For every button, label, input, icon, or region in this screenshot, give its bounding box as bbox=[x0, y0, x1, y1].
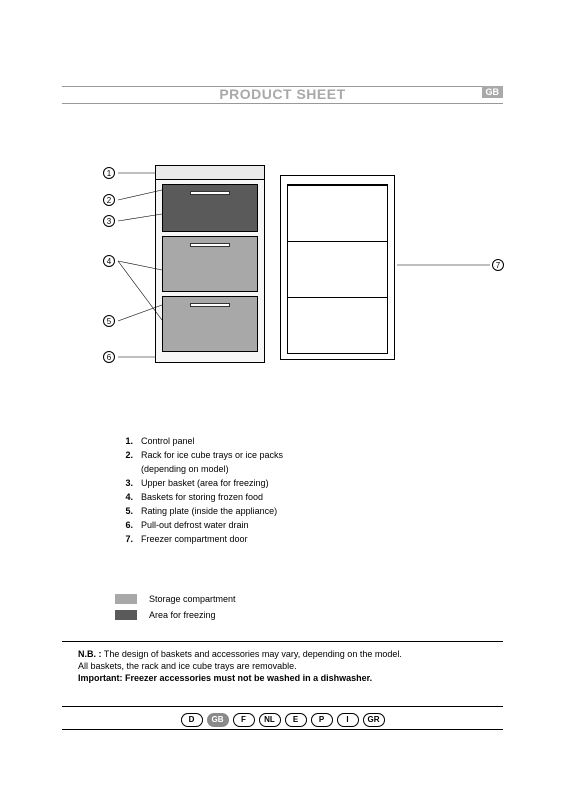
color-key: Storage compartment Area for freezing bbox=[115, 594, 236, 626]
notes-important: Important: Freezer accessories must not … bbox=[78, 673, 372, 683]
callout-5: 5 bbox=[103, 315, 115, 327]
legend-item: 6.Pull-out defrost water drain bbox=[115, 519, 283, 533]
drawer-handle-icon bbox=[190, 303, 230, 307]
lang-p[interactable]: P bbox=[311, 713, 333, 727]
callout-6: 6 bbox=[103, 351, 115, 363]
callout-3: 3 bbox=[103, 215, 115, 227]
lang-d[interactable]: D bbox=[181, 713, 203, 727]
lang-e[interactable]: E bbox=[285, 713, 307, 727]
drawer-handle-icon bbox=[190, 191, 230, 195]
key-freezing: Area for freezing bbox=[115, 610, 236, 620]
callout-2: 2 bbox=[103, 194, 115, 206]
legend-item: 3.Upper basket (area for freezing) bbox=[115, 477, 283, 491]
key-storage: Storage compartment bbox=[115, 594, 236, 604]
notes-block: N.B. : The design of baskets and accesso… bbox=[78, 648, 495, 684]
legend-item: 1.Control panel bbox=[115, 435, 283, 449]
parts-legend: 1.Control panel 2.Rack for ice cube tray… bbox=[115, 435, 283, 547]
swatch-storage bbox=[115, 594, 137, 604]
lang-nl[interactable]: NL bbox=[259, 713, 281, 727]
language-badge: GB bbox=[482, 86, 504, 98]
control-panel-area bbox=[156, 166, 264, 180]
callout-4: 4 bbox=[103, 255, 115, 267]
lang-i[interactable]: I bbox=[337, 713, 359, 727]
legend-item: 2.Rack for ice cube trays or ice packs (… bbox=[115, 449, 283, 477]
callout-7: 7 bbox=[492, 259, 504, 271]
notes-rule bbox=[62, 641, 503, 642]
lang-gr[interactable]: GR bbox=[363, 713, 385, 727]
middle-basket bbox=[162, 236, 258, 292]
page-title: PRODUCT SHEET bbox=[0, 86, 565, 102]
appliance-door-view bbox=[280, 175, 395, 360]
legend-item: 5.Rating plate (inside the appliance) bbox=[115, 505, 283, 519]
lower-basket bbox=[162, 296, 258, 352]
callout-1: 1 bbox=[103, 167, 115, 179]
lang-f[interactable]: F bbox=[233, 713, 255, 727]
nb-prefix: N.B. : bbox=[78, 649, 102, 659]
nb-text: The design of baskets and accessories ma… bbox=[102, 649, 402, 659]
lang-gb[interactable]: GB bbox=[207, 713, 229, 727]
legend-item: 7.Freezer compartment door bbox=[115, 533, 283, 547]
drawer-handle-icon bbox=[190, 243, 230, 247]
language-footer: D GB F NL EPI GR bbox=[62, 706, 503, 730]
appliance-front-view bbox=[155, 165, 265, 363]
upper-basket bbox=[162, 184, 258, 232]
notes-line2: All baskets, the rack and ice cube trays… bbox=[78, 660, 495, 672]
swatch-freezing bbox=[115, 610, 137, 620]
header-rule-bottom bbox=[62, 103, 503, 104]
legend-item: 4.Baskets for storing frozen food bbox=[115, 491, 283, 505]
